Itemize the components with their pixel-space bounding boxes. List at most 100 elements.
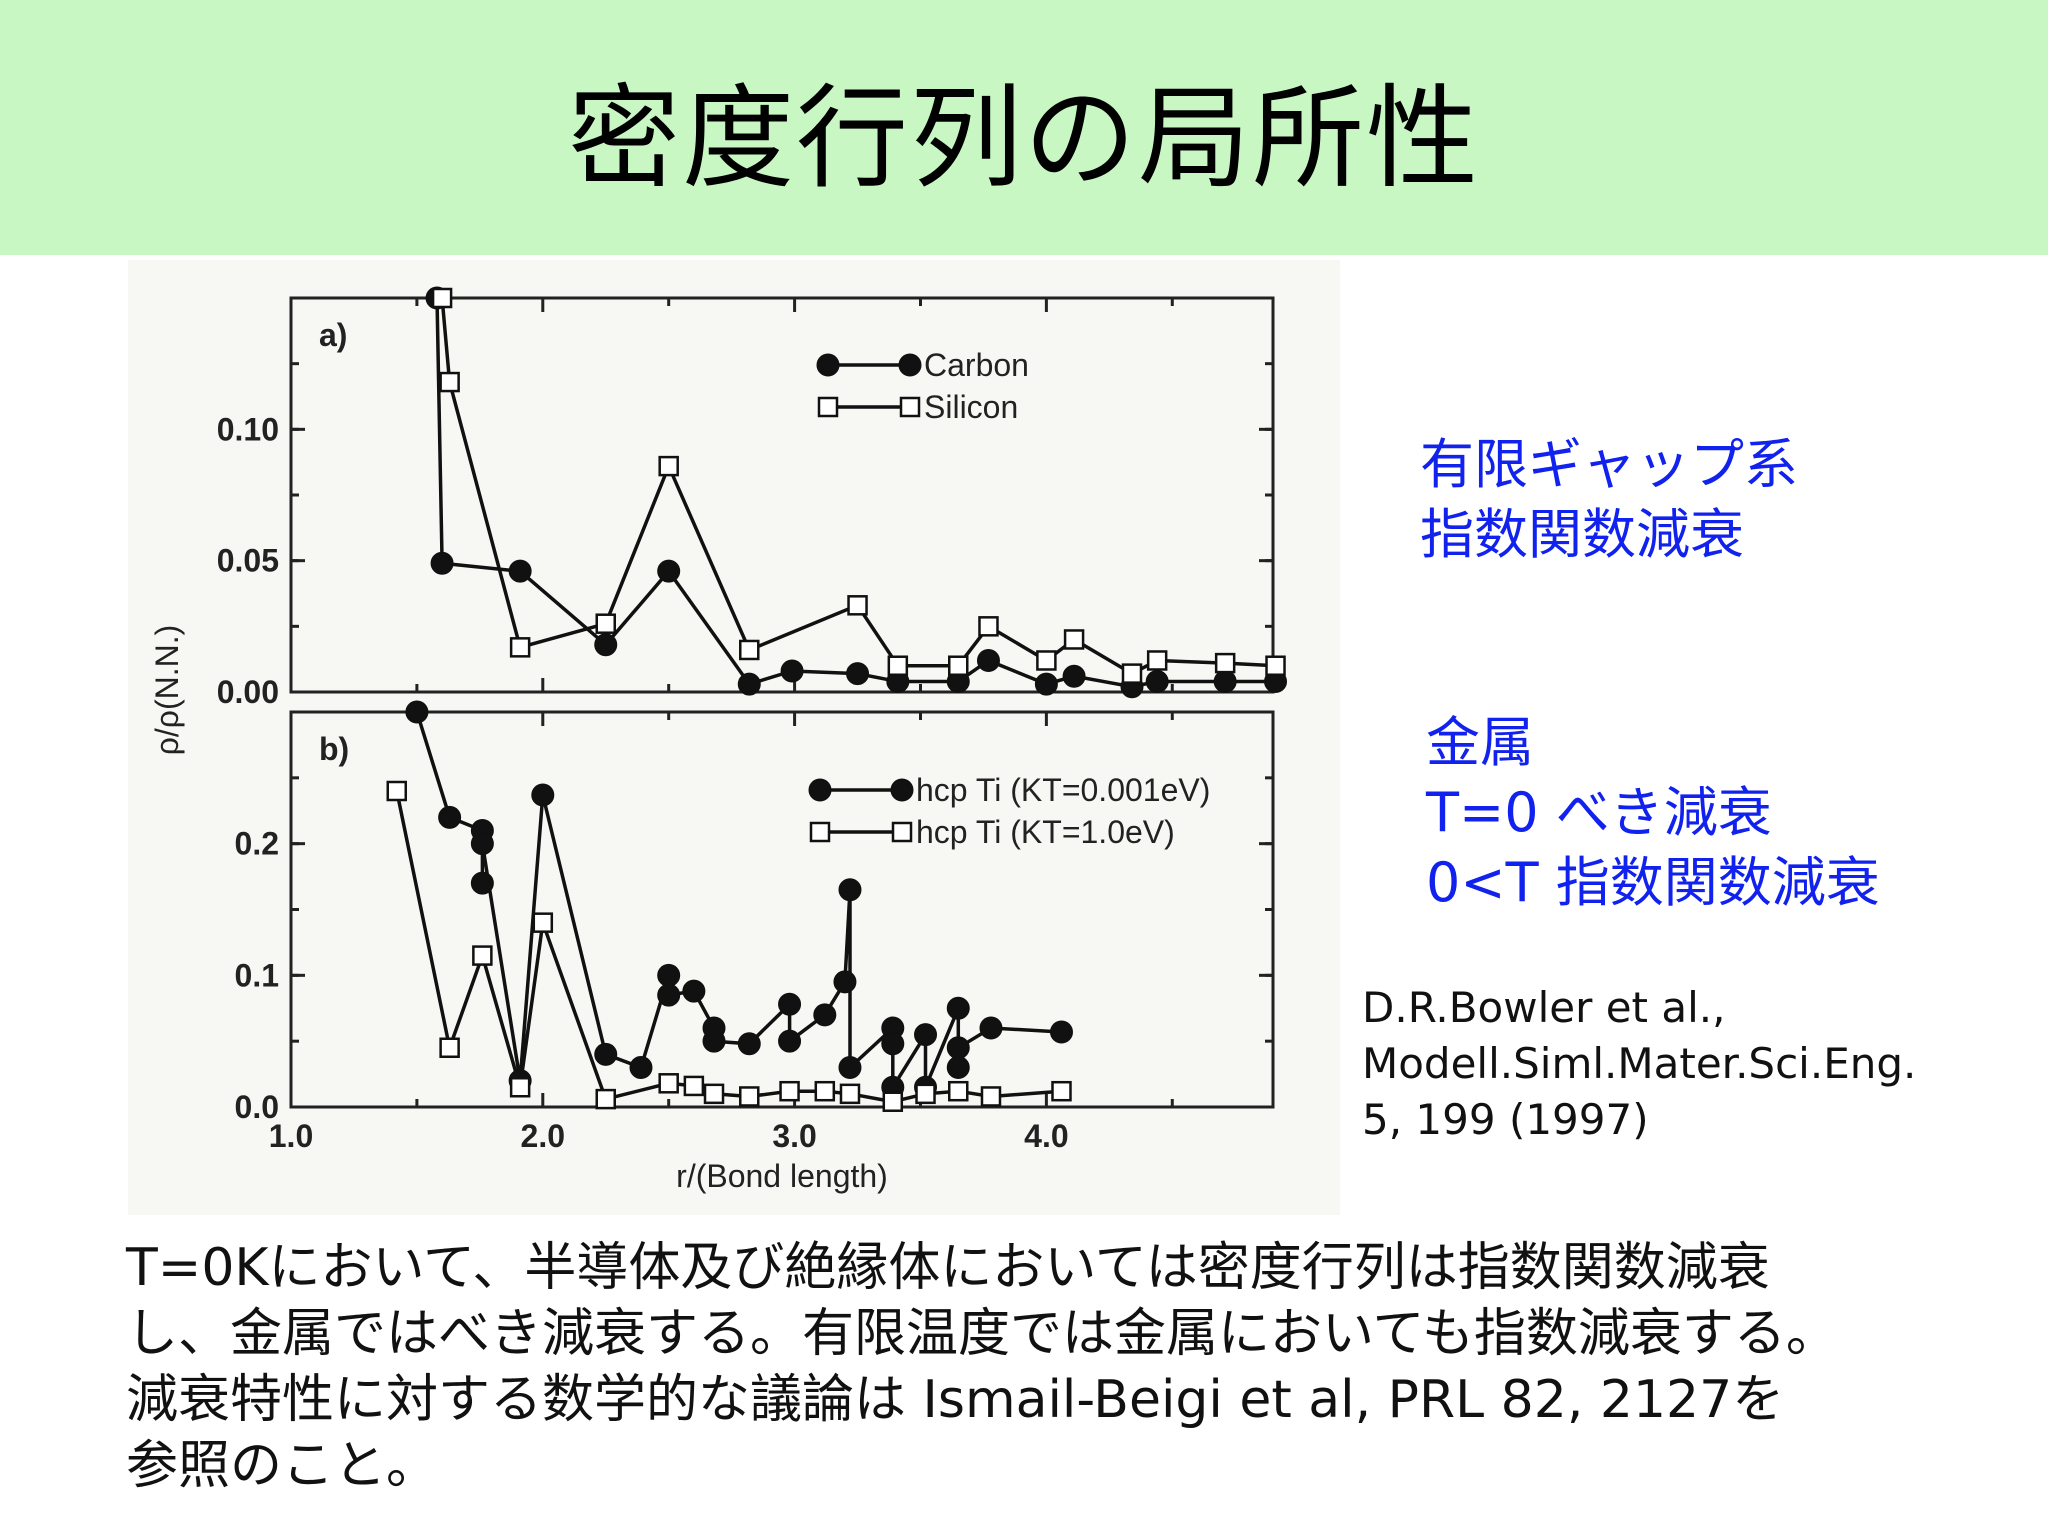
- data-point: [629, 1056, 653, 1079]
- data-point: [1121, 663, 1143, 684]
- data-point: [386, 780, 408, 802]
- data-point: [847, 595, 868, 616]
- metal-note-line: 金属: [1426, 711, 1534, 774]
- data-point: [779, 1080, 800, 1102]
- data-point: [509, 637, 531, 658]
- data-point: [881, 1032, 905, 1056]
- y-tick-label: 0.2: [235, 826, 279, 862]
- data-point: [509, 1077, 531, 1098]
- y-tick-label: 0.05: [217, 543, 279, 579]
- data-point: [948, 655, 969, 676]
- data-point: [682, 979, 706, 1003]
- data-point: [887, 655, 909, 676]
- legend-label: Silicon: [924, 389, 1018, 425]
- y-tick-label: 0.1: [235, 957, 279, 993]
- data-point: [1214, 652, 1236, 674]
- panel-label: a): [319, 317, 347, 353]
- legend-label: hcp Ti (KT=1.0eV): [916, 814, 1175, 850]
- data-point: [833, 970, 857, 994]
- legend-label: hcp Ti (KT=0.001eV): [916, 772, 1210, 808]
- data-point: [839, 1083, 861, 1105]
- data-point: [1213, 669, 1237, 693]
- citation-line: D.R.Bowler et al.,: [1362, 983, 1726, 1032]
- body-line: 参照のこと。: [126, 1436, 439, 1496]
- data-point: [778, 992, 802, 1016]
- legend-marker: [899, 396, 921, 418]
- citation: D.R.Bowler et al., Modell.Siml.Mater.Sci…: [1362, 980, 1916, 1148]
- data-point: [739, 1086, 760, 1107]
- y-tick-label: 0.0: [235, 1089, 279, 1125]
- data-point: [470, 871, 494, 895]
- data-point: [658, 1073, 679, 1094]
- data-point: [657, 963, 681, 987]
- data-point: [948, 1080, 969, 1102]
- data-point: [658, 455, 679, 477]
- title-bar: 密度行列の局所性: [0, 0, 2048, 255]
- data-point: [508, 559, 532, 583]
- data-point: [946, 1036, 970, 1060]
- legend-marker: [891, 821, 913, 843]
- legend-marker: [816, 353, 840, 377]
- data-point: [946, 1056, 970, 1079]
- data-point: [1062, 664, 1086, 688]
- data-point: [1146, 650, 1168, 671]
- panel-label: b): [319, 731, 349, 767]
- x-tick-label: 1.0: [269, 1118, 313, 1154]
- data-point: [470, 832, 494, 856]
- y-tick-label: 0.00: [217, 674, 279, 710]
- gap-note-line: 指数関数減衰: [1420, 503, 1744, 566]
- citation-line: 5, 199 (1997): [1362, 1095, 1649, 1144]
- legend-marker: [890, 778, 914, 802]
- data-point: [914, 1023, 938, 1047]
- data-point: [531, 783, 555, 807]
- body-line: 減衰特性に対する数学的な議論は Ismail-Beigi et al, PRL …: [126, 1370, 1785, 1430]
- legend-marker: [817, 396, 839, 418]
- data-point: [657, 983, 681, 1007]
- data-point: [702, 1029, 726, 1053]
- x-tick-label: 4.0: [1024, 1118, 1068, 1154]
- data-point: [1036, 650, 1057, 671]
- data-point: [978, 616, 999, 637]
- y-axis-label: ρ/ρ(N.N.): [149, 625, 185, 756]
- density-matrix-figure: a) 0.00 0.05 0.10 Carbon Silicon b) 0.0 0.1 0.2 1.…: [128, 260, 1340, 1215]
- data-point: [1049, 1020, 1073, 1044]
- body-line: し、金属ではべき減衰する。有限温度では金属においても指数減衰する。: [126, 1304, 1838, 1364]
- data-point: [431, 287, 453, 309]
- data-point: [594, 633, 618, 657]
- data-point: [737, 672, 761, 696]
- metal-note: 金属 T=0 べき減衰 0<T 指数関数減衰: [1426, 708, 1880, 918]
- x-axis-label: r/(Bond length): [676, 1158, 888, 1194]
- data-point: [1051, 1080, 1072, 1102]
- data-point: [595, 613, 616, 634]
- slide-title: 密度行列の局所性: [568, 74, 1480, 204]
- data-point: [976, 648, 1000, 672]
- x-tick-label: 3.0: [772, 1118, 816, 1154]
- data-point: [438, 805, 462, 829]
- data-point: [915, 1083, 936, 1105]
- legend-marker: [898, 353, 922, 377]
- data-point: [683, 1075, 705, 1097]
- data-point: [980, 1086, 1002, 1107]
- data-point: [838, 1056, 862, 1079]
- series-line-0: [435, 298, 1273, 689]
- decay-chart: a) 0.00 0.05 0.10 Carbon Silicon b) 0.0 0.1 0.2 1.…: [149, 286, 1288, 1194]
- data-point: [778, 1029, 802, 1053]
- data-point: [882, 1091, 904, 1112]
- data-point: [1034, 672, 1058, 696]
- data-point: [595, 1088, 616, 1110]
- body-text: T=0Kにおいて、半導体及び絶縁体においては密度行列は指数関数減衰 し、金属では…: [126, 1235, 2026, 1499]
- data-point: [946, 996, 970, 1020]
- data-point: [838, 878, 862, 902]
- data-point: [737, 1032, 761, 1056]
- citation-line: Modell.Siml.Mater.Sci.Eng.: [1362, 1039, 1917, 1088]
- metal-note-line: 0<T 指数関数減衰: [1426, 851, 1880, 914]
- legend-label: Carbon: [924, 347, 1029, 383]
- data-point: [405, 700, 429, 724]
- data-point: [780, 659, 804, 683]
- gap-system-note: 有限ギャップ系 指数関数減衰: [1420, 430, 1798, 570]
- data-point: [814, 1080, 836, 1102]
- series-line-1: [440, 298, 1273, 676]
- metal-note-line: T=0 べき減衰: [1426, 781, 1772, 844]
- series-line-0: [415, 712, 1062, 1094]
- data-point: [1265, 655, 1286, 676]
